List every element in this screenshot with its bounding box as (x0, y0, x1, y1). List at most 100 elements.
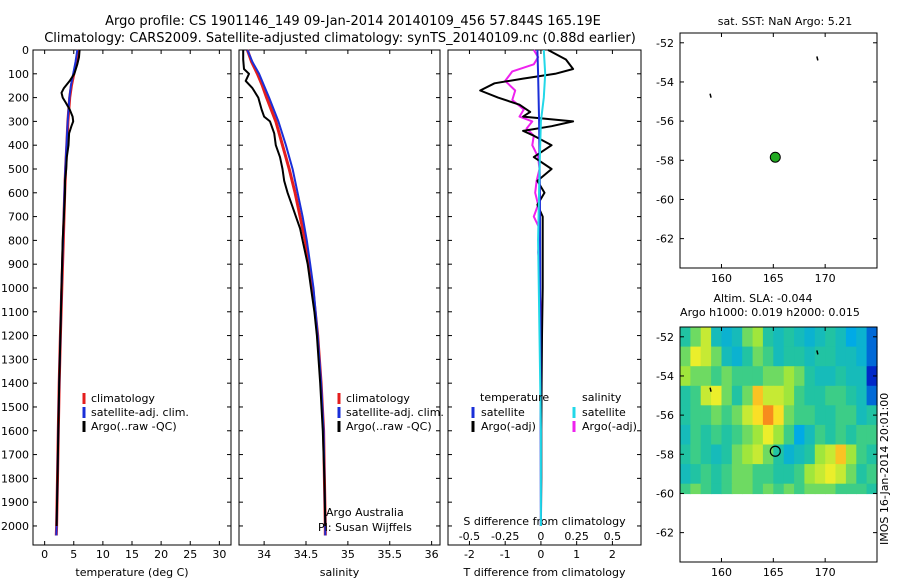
sla-cell (700, 424, 712, 446)
y-tick-label: 1300 (1, 353, 29, 366)
sla-cell (721, 385, 733, 406)
y-tick-label: -54 (656, 370, 674, 383)
y-tick-label: 800 (8, 234, 29, 247)
sla-cell (825, 346, 837, 367)
sla-cell (783, 346, 795, 367)
y-tick-label: -52 (656, 37, 674, 50)
sla-cell (845, 444, 857, 465)
x-tick-label: 5 (70, 548, 77, 561)
legend-satellite-label: satellite-adj. clim. (346, 406, 444, 419)
sla-cell (721, 483, 733, 495)
sla-cell (845, 424, 857, 446)
sla-cell (804, 464, 816, 485)
sla-cell (742, 346, 754, 367)
sla-cell (773, 464, 785, 485)
sla-cell (814, 385, 826, 406)
sla-cell (856, 327, 868, 348)
sla-cell (866, 327, 878, 348)
figure-title-line2: Climatology: CARS2009. Satellite-adjuste… (44, 31, 636, 46)
salinity-legend: climatology satellite-adj. clim. Argo(..… (318, 392, 444, 534)
sla-cell (711, 366, 723, 387)
sla-cell (700, 366, 712, 387)
sla-cell (814, 405, 826, 426)
sla-cell (804, 405, 816, 426)
sla-cell (866, 366, 878, 387)
y-tick-label: 1900 (1, 496, 29, 509)
x-tick-label: 0 (537, 548, 544, 561)
sla-cell (814, 464, 826, 485)
sst-map-panel: sat. SST: NaN Argo: 5.21 160 165 170 -52 -54 -… (656, 15, 878, 285)
sla-cell (721, 464, 733, 485)
sla-cell (845, 464, 857, 485)
temperature-legend: climatology satellite-adj. clim. Argo(..… (82, 392, 189, 433)
x-tick-label: 15 (125, 548, 139, 561)
land-speck (709, 387, 712, 392)
x-tick-label: 165 (763, 272, 784, 285)
x-tick-label: 160 (711, 272, 732, 285)
y-tick-label: -58 (656, 154, 674, 167)
sla-cell (752, 385, 764, 406)
sla-cell (856, 385, 868, 406)
sla-cell (794, 366, 806, 387)
y-tick-label: 1200 (1, 330, 29, 343)
sla-cell (814, 366, 826, 387)
difference-panel: -2 -1 0 1 2 T difference from climatology S di… (447, 49, 642, 579)
y-tick-label: 100 (8, 68, 29, 81)
x-tick-label: 30 (212, 548, 226, 561)
figure-title-line1: Argo profile: CS 1901146_149 09-Jan-2014… (105, 14, 601, 29)
sla-cell (690, 366, 702, 387)
x-tick-label: 170 (815, 272, 836, 285)
sla-cell (794, 444, 806, 465)
x-tick-label: 34.5 (294, 548, 319, 561)
argo-line (242, 50, 327, 527)
y-tick-label: -56 (656, 115, 674, 128)
sla-cell (721, 405, 733, 426)
sla-cell (752, 366, 764, 387)
y-tick-label: -62 (656, 527, 674, 540)
sla-cell (680, 464, 691, 485)
y-tick-label: 500 (8, 163, 29, 176)
sla-cell (742, 327, 754, 348)
sla-cell (690, 483, 702, 495)
sla-cell (825, 424, 837, 446)
sla-cell (866, 424, 878, 446)
sla-cell (835, 405, 847, 426)
sla-cell (700, 385, 712, 406)
sla-cell (742, 366, 754, 387)
legend-climatology-label: climatology (91, 392, 155, 405)
sla-cell (783, 327, 795, 348)
sla-cell (835, 444, 847, 465)
sla-cell (866, 385, 878, 406)
legend-argo-label: Argo(..raw -QC) (346, 420, 432, 433)
y-tick-label: 1400 (1, 377, 29, 390)
sla-cell (721, 444, 733, 465)
x-axis-label: temperature (deg C) (75, 566, 188, 579)
sla-cell (711, 424, 723, 446)
sla-cell (866, 444, 878, 465)
s-tick-label: 0.25 (564, 530, 589, 543)
sla-cell (721, 346, 733, 367)
y-tick-label: 1500 (1, 401, 29, 414)
sla-cell (835, 366, 847, 387)
float-position-marker (769, 151, 781, 163)
salinity-panel: 34 34.5 35 35.5 36 salinity (238, 49, 441, 579)
s-tick-label: 0 (537, 530, 544, 543)
sla-cell (783, 366, 795, 387)
sla-cell (856, 405, 868, 426)
legend-sal-argo-label: Argo(-adj) (582, 420, 637, 433)
sla-cell (731, 405, 743, 426)
sla-cell (711, 405, 723, 426)
s-tick-label: -0.5 (459, 530, 480, 543)
sla-cell (804, 385, 816, 406)
sla-cell (680, 385, 691, 406)
y-tick-label: 0 (22, 44, 29, 57)
sla-cell (783, 444, 795, 465)
x-tick-label: 35 (341, 548, 355, 561)
sla-cell (814, 444, 826, 465)
float-position-marker (769, 445, 781, 457)
x-tick-label: 1 (573, 548, 580, 561)
sla-cell (804, 444, 816, 465)
sla-cell (711, 346, 723, 367)
